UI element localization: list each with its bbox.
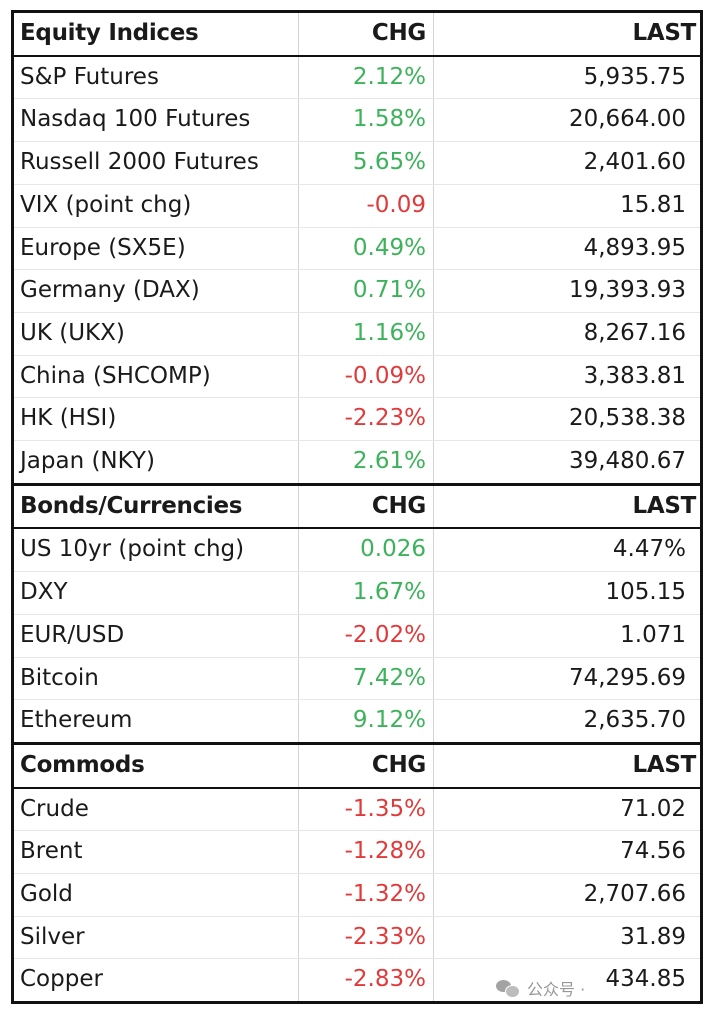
change-value: 5.65% [298,141,434,185]
change-value: -0.09 [298,184,434,228]
table-row: Japan (NKY) 2.61% 39,480.67 [12,440,702,485]
section-header-row: Equity Indices CHG LAST [12,9,702,57]
change-value: 0.026 [298,528,434,573]
change-value: 9.12% [298,699,434,744]
table-row: Copper -2.83% 434.85 [12,958,702,1004]
instrument-name: Germany (DAX) [12,269,299,313]
table-row: Ethereum 9.12% 2,635.70 [12,699,702,744]
change-value: -0.09% [298,355,434,399]
market-summary-table: Equity Indices CHG LAST S&P Futures 2.12% 5,9… [11,9,703,1005]
instrument-name: UK (UKX) [12,312,299,356]
change-value: 2.61% [298,440,434,485]
instrument-name: Bitcoin [12,657,299,701]
instrument-name: US 10yr (point chg) [12,528,299,573]
table-row: Crude -1.35% 71.02 [12,787,702,832]
instrument-name: Ethereum [12,699,299,744]
table-row: EUR/USD -2.02% 1.071 [12,614,702,658]
section-title: Bonds/Currencies [12,482,299,530]
instrument-name: Brent [12,830,299,875]
change-value: 1.67% [298,571,434,615]
change-value: 1.58% [298,98,434,143]
column-header-last: LAST [433,482,702,530]
last-value: 2,401.60 [433,141,702,185]
change-value: -2.83% [298,958,434,1004]
table-row: VIX (point chg) -0.09 15.81 [12,184,702,228]
change-value: 0.49% [298,227,434,271]
column-header-last: LAST [433,741,702,789]
table-row: Europe (SX5E) 0.49% 4,893.95 [12,227,702,271]
table-row: US 10yr (point chg) 0.026 4.47% [12,528,702,573]
change-value: 7.42% [298,657,434,701]
last-value: 4,893.95 [433,227,702,271]
change-value: 2.12% [298,55,434,100]
table-row: S&P Futures 2.12% 5,935.75 [12,55,702,100]
last-value: 1.071 [433,614,702,658]
table-row: Nasdaq 100 Futures 1.58% 20,664.00 [12,98,702,143]
last-value: 3,383.81 [433,355,702,399]
last-value: 74.56 [433,830,702,875]
table-row: Germany (DAX) 0.71% 19,393.93 [12,269,702,313]
table-row: HK (HSI) -2.23% 20,538.38 [12,397,702,442]
instrument-name: Nasdaq 100 Futures [12,98,299,143]
change-value: -2.02% [298,614,434,658]
column-header-last: LAST [433,9,702,57]
table-row: Brent -1.28% 74.56 [12,830,702,875]
instrument-name: Crude [12,787,299,832]
instrument-name: Gold [12,873,299,917]
instrument-name: China (SHCOMP) [12,355,299,399]
last-value: 2,707.66 [433,873,702,917]
last-value: 105.15 [433,571,702,615]
table-row: China (SHCOMP) -0.09% 3,383.81 [12,355,702,399]
last-value: 74,295.69 [433,657,702,701]
last-value: 19,393.93 [433,269,702,313]
change-value: -1.35% [298,787,434,832]
last-value: 4.47% [433,528,702,573]
section-header-row: Commods CHG LAST [12,741,702,789]
section-header-row: Bonds/Currencies CHG LAST [12,482,702,530]
table-body: Equity Indices CHG LAST S&P Futures 2.12% 5,9… [12,9,702,1004]
table-row: Russell 2000 Futures 5.65% 2,401.60 [12,141,702,185]
last-value: 15.81 [433,184,702,228]
instrument-name: Russell 2000 Futures [12,141,299,185]
last-value: 5,935.75 [433,55,702,100]
instrument-name: HK (HSI) [12,397,299,442]
table-row: UK (UKX) 1.16% 8,267.16 [12,312,702,356]
table-row: Silver -2.33% 31.89 [12,916,702,960]
last-value: 31.89 [433,916,702,960]
section-title: Commods [12,741,299,789]
change-value: -1.32% [298,873,434,917]
last-value: 8,267.16 [433,312,702,356]
last-value: 20,538.38 [433,397,702,442]
change-value: 1.16% [298,312,434,356]
last-value: 20,664.00 [433,98,702,143]
instrument-name: Japan (NKY) [12,440,299,485]
instrument-name: S&P Futures [12,55,299,100]
table-row: Gold -1.32% 2,707.66 [12,873,702,917]
instrument-name: DXY [12,571,299,615]
column-header-chg: CHG [298,741,434,789]
section-title: Equity Indices [12,9,299,57]
change-value: 0.71% [298,269,434,313]
last-value: 434.85 [433,958,702,1004]
change-value: -1.28% [298,830,434,875]
column-header-chg: CHG [298,9,434,57]
instrument-name: Europe (SX5E) [12,227,299,271]
column-header-chg: CHG [298,482,434,530]
last-value: 2,635.70 [433,699,702,744]
instrument-name: Silver [12,916,299,960]
table-row: DXY 1.67% 105.15 [12,571,702,615]
instrument-name: EUR/USD [12,614,299,658]
change-value: -2.23% [298,397,434,442]
change-value: -2.33% [298,916,434,960]
instrument-name: Copper [12,958,299,1004]
table-row: Bitcoin 7.42% 74,295.69 [12,657,702,701]
last-value: 71.02 [433,787,702,832]
instrument-name: VIX (point chg) [12,184,299,228]
last-value: 39,480.67 [433,440,702,485]
